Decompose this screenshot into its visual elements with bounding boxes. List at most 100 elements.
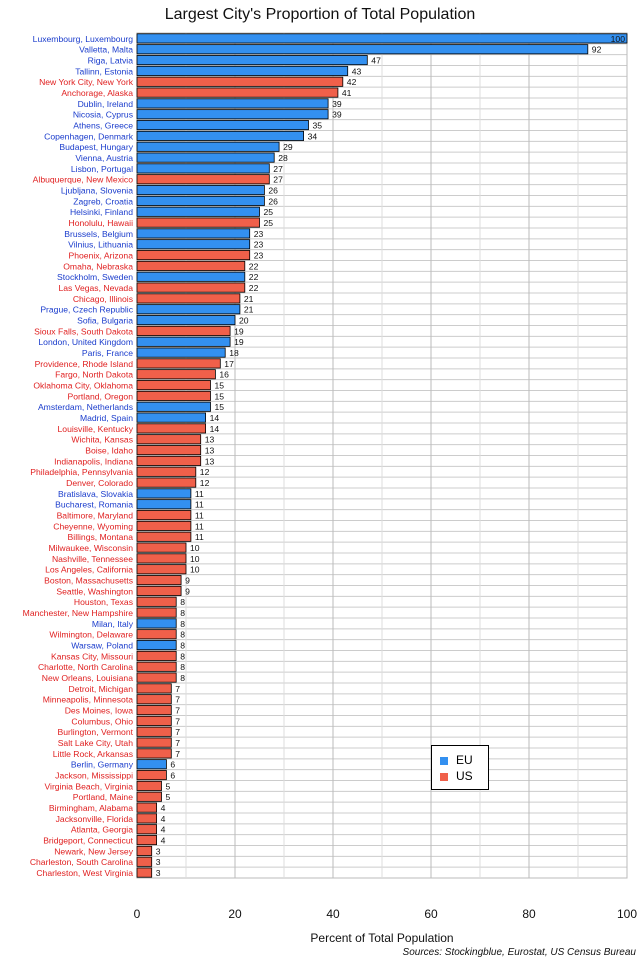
value-label: 11 [195,489,204,499]
value-label: 8 [180,651,185,661]
x-tick-label: 40 [326,907,340,921]
legend-label-us: US [456,769,473,783]
value-label: 7 [175,738,180,748]
category-label: Atlanta, Georgia [71,825,133,835]
value-label: 15 [215,380,225,390]
bar-omaha-nebraska [136,260,246,271]
category-label: London, United Kingdom [38,337,133,347]
value-label: 27 [273,175,283,185]
bar-denver-colorado [136,477,197,488]
value-label: 21 [244,305,254,315]
value-label: 3 [156,857,161,867]
value-label: 14 [210,424,220,434]
value-label: 19 [234,337,244,347]
value-label: 28 [278,153,288,163]
category-label: Zagreb, Croatia [73,196,133,206]
category-label: Billings, Montana [68,532,134,542]
category-label: New York City, New York [39,77,134,87]
legend-swatch-us [440,772,448,781]
category-label: Indianapolis, Indiana [54,456,133,466]
value-label: 23 [254,250,264,260]
bar-des-moines-iowa [136,705,172,716]
value-label: 7 [175,684,180,694]
bar-budapest-hungary [136,141,280,152]
category-label: Sioux Falls, South Dakota [34,326,133,336]
category-label: Charlotte, North Carolina [38,662,133,672]
bar-indianapolis-indiana [136,455,202,466]
bar-charleston-west-virginia [136,867,153,878]
value-label: 8 [180,673,185,683]
category-label: Vienna, Austria [75,153,133,163]
bar-los-angeles-california [136,564,187,575]
value-label: 43 [352,66,362,76]
bar-milan-italy [136,618,177,629]
value-label: 5 [166,792,171,802]
category-label: Chicago, Illinois [73,294,133,304]
value-label: 9 [185,575,190,585]
category-label: Minneapolis, Minnesota [43,695,134,705]
x-tick-label: 80 [522,907,536,921]
category-label: Paris, France [82,348,133,358]
category-label: Albuquerque, New Mexico [33,175,134,185]
legend-swatch-eu [440,756,448,765]
bar-dublin-ireland [136,98,329,109]
bar-london-united-kingdom [136,336,231,347]
bar-valletta-malta [136,44,589,55]
category-label: Providence, Rhode Island [35,359,134,369]
bar-vilnius-lithuania [136,239,251,250]
category-label: Des Moines, Iowa [65,705,134,715]
category-label: Nashville, Tennessee [52,554,133,564]
value-label: 7 [175,695,180,705]
bars [136,33,628,878]
category-label: Sofia, Bulgaria [77,315,133,325]
bar-vienna-austria [136,152,275,163]
category-label: Portland, Maine [73,792,133,802]
value-label: 8 [180,630,185,640]
value-label: 7 [175,705,180,715]
value-label: 35 [313,120,323,130]
category-label: Little Rock, Arkansas [53,749,133,759]
value-label: 12 [200,467,210,477]
value-label: 39 [332,110,342,120]
category-label: Louisville, Kentucky [58,424,134,434]
bar-las-vegas-nevada [136,282,246,293]
category-label: Oklahoma City, Oklahoma [33,380,133,390]
value-label: 18 [229,348,239,358]
bar-charlotte-north-carolina [136,661,177,672]
bar-baltimore-maryland [136,510,192,521]
source-note: Sources: Stockingblue, Eurostat, US Cens… [402,947,636,958]
bar-birmingham-alabama [136,802,158,813]
category-label: Berlin, Germany [71,760,134,770]
bar-ljubljana-slovenia [136,185,265,196]
bar-oklahoma-city-oklahoma [136,380,211,391]
bar-riga-latvia [136,55,368,66]
value-label: 22 [249,272,259,282]
category-label: Boise, Idaho [85,445,133,455]
value-label: 25 [264,207,274,217]
value-label: 27 [273,164,283,174]
category-label: Warsaw, Poland [71,640,133,650]
category-label: Honolulu, Hawaii [69,218,134,228]
value-label: 8 [180,608,185,618]
bar-salt-lake-city-utah [136,737,172,748]
value-label: 8 [180,619,185,629]
bar-bucharest-romania [136,499,192,510]
category-label: Los Angeles, California [45,565,133,575]
bar-brussels-belgium [136,228,251,239]
category-label: Baltimore, Maryland [57,510,134,520]
grid-lines [136,32,628,879]
category-label: Kansas City, Missouri [51,651,133,661]
category-label: Athens, Greece [73,120,133,130]
value-label: 26 [268,185,278,195]
category-label: Manchester, New Hampshire [23,608,134,618]
category-label: Prague, Czech Republic [40,305,133,315]
bar-jacksonville-florida [136,813,158,824]
value-label: 22 [249,283,259,293]
bar-tallinn-estonia [136,65,349,76]
value-label: 21 [244,294,254,304]
category-label: Luxembourg, Luxembourg [33,34,134,44]
value-label: 11 [195,510,204,520]
value-label: 13 [205,445,215,455]
x-tick-labels: 0 20 40 60 80 100 [134,907,638,921]
bar-boise-idaho [136,445,202,456]
